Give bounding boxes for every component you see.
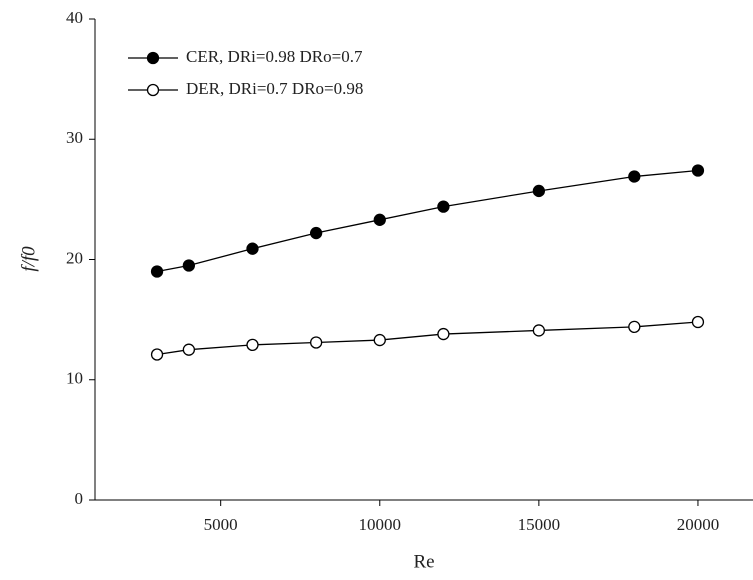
series-line xyxy=(156,321,699,356)
data-point xyxy=(246,242,259,255)
data-point xyxy=(437,200,450,213)
data-point xyxy=(532,324,546,337)
data-point xyxy=(373,213,386,226)
data-point xyxy=(309,226,323,240)
x-axis-label: Re xyxy=(413,551,434,572)
y-tick-label: 20 xyxy=(66,248,83,267)
y-tick-label: 40 xyxy=(66,8,83,27)
data-point xyxy=(182,259,196,272)
legend-label: CER, DRi=0.98 DRo=0.7 xyxy=(186,47,363,66)
y-tick-label: 0 xyxy=(75,489,84,508)
series-line xyxy=(156,169,699,273)
x-tick-label: 5000 xyxy=(204,515,238,534)
data-point xyxy=(309,336,323,349)
data-point xyxy=(691,164,705,177)
data-point xyxy=(628,320,641,333)
y-tick-label: 30 xyxy=(66,128,83,147)
x-tick-label: 20000 xyxy=(677,515,720,534)
y-tick-label: 10 xyxy=(66,369,83,388)
data-point xyxy=(373,333,386,347)
data-point xyxy=(246,338,259,352)
data-point xyxy=(532,184,546,198)
data-point xyxy=(691,315,705,329)
legend-marker xyxy=(146,83,160,97)
data-point xyxy=(182,343,196,356)
legend-label: DER, DRi=0.7 DRo=0.98 xyxy=(186,79,363,98)
x-tick-label: 15000 xyxy=(518,515,561,534)
y-axis-label: f/f0 xyxy=(18,246,39,272)
data-point xyxy=(150,265,164,278)
data-point xyxy=(437,327,450,341)
x-tick-label: 10000 xyxy=(359,515,402,534)
data-point xyxy=(628,170,641,183)
data-point xyxy=(150,348,164,361)
legend-marker xyxy=(146,51,160,65)
